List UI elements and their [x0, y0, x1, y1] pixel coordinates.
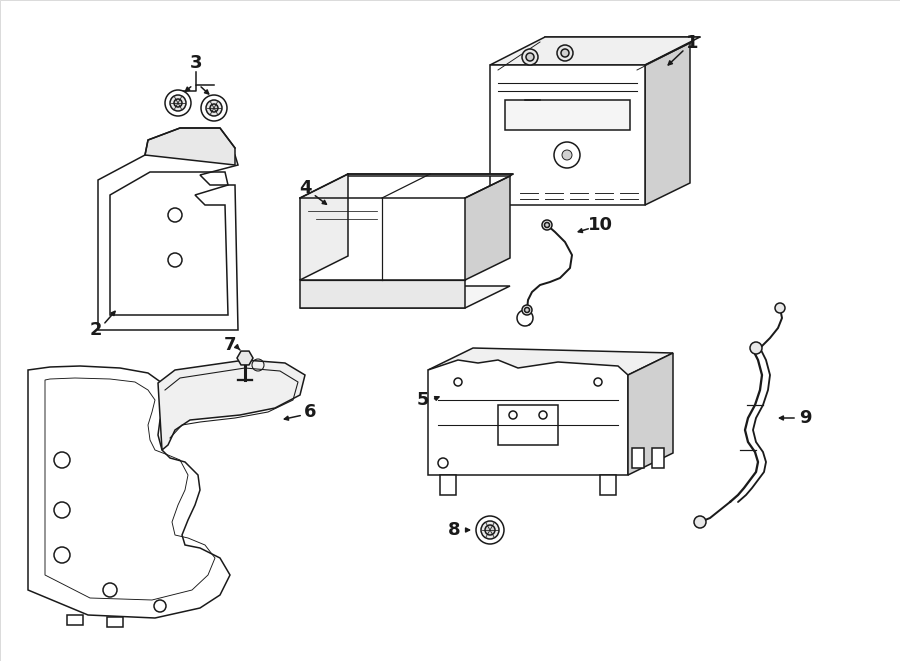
Polygon shape [490, 37, 700, 65]
Circle shape [544, 223, 550, 227]
Text: 9: 9 [799, 409, 811, 427]
Polygon shape [465, 176, 510, 280]
Circle shape [561, 49, 569, 57]
Text: 5: 5 [417, 391, 429, 409]
Circle shape [522, 305, 532, 315]
Polygon shape [628, 353, 673, 475]
Text: 6: 6 [304, 403, 316, 421]
Polygon shape [600, 475, 616, 495]
Circle shape [525, 307, 529, 313]
Circle shape [562, 150, 572, 160]
Polygon shape [645, 43, 690, 205]
Polygon shape [28, 366, 230, 618]
Circle shape [554, 142, 580, 168]
Circle shape [476, 516, 504, 544]
Text: 7: 7 [224, 336, 236, 354]
Text: 1: 1 [686, 34, 698, 52]
Polygon shape [428, 360, 628, 475]
Text: 8: 8 [447, 521, 460, 539]
Polygon shape [158, 360, 305, 450]
Circle shape [526, 53, 534, 61]
Circle shape [542, 220, 552, 230]
Circle shape [539, 411, 547, 419]
Polygon shape [652, 448, 664, 468]
Circle shape [775, 303, 785, 313]
Polygon shape [345, 174, 513, 176]
Polygon shape [505, 100, 630, 130]
Circle shape [750, 342, 762, 354]
Circle shape [210, 104, 218, 112]
Polygon shape [300, 280, 465, 308]
Polygon shape [632, 448, 644, 468]
Polygon shape [300, 286, 510, 308]
Circle shape [206, 100, 222, 116]
Text: 3: 3 [190, 54, 203, 72]
Circle shape [594, 378, 602, 386]
Circle shape [165, 90, 191, 116]
Polygon shape [107, 617, 123, 627]
Polygon shape [300, 174, 348, 280]
Polygon shape [490, 65, 645, 205]
Circle shape [201, 95, 227, 121]
Circle shape [454, 378, 462, 386]
Polygon shape [67, 615, 83, 625]
Polygon shape [237, 351, 253, 365]
Text: 2: 2 [90, 321, 103, 339]
Circle shape [174, 99, 182, 107]
Circle shape [694, 516, 706, 528]
Circle shape [509, 411, 517, 419]
Circle shape [170, 95, 186, 111]
Polygon shape [98, 155, 238, 330]
Circle shape [557, 45, 573, 61]
Polygon shape [145, 128, 235, 165]
Polygon shape [428, 348, 673, 375]
Text: 4: 4 [299, 179, 311, 197]
Text: 10: 10 [588, 216, 613, 234]
Circle shape [522, 49, 538, 65]
Circle shape [485, 525, 495, 535]
Circle shape [481, 521, 499, 539]
Polygon shape [440, 475, 456, 495]
